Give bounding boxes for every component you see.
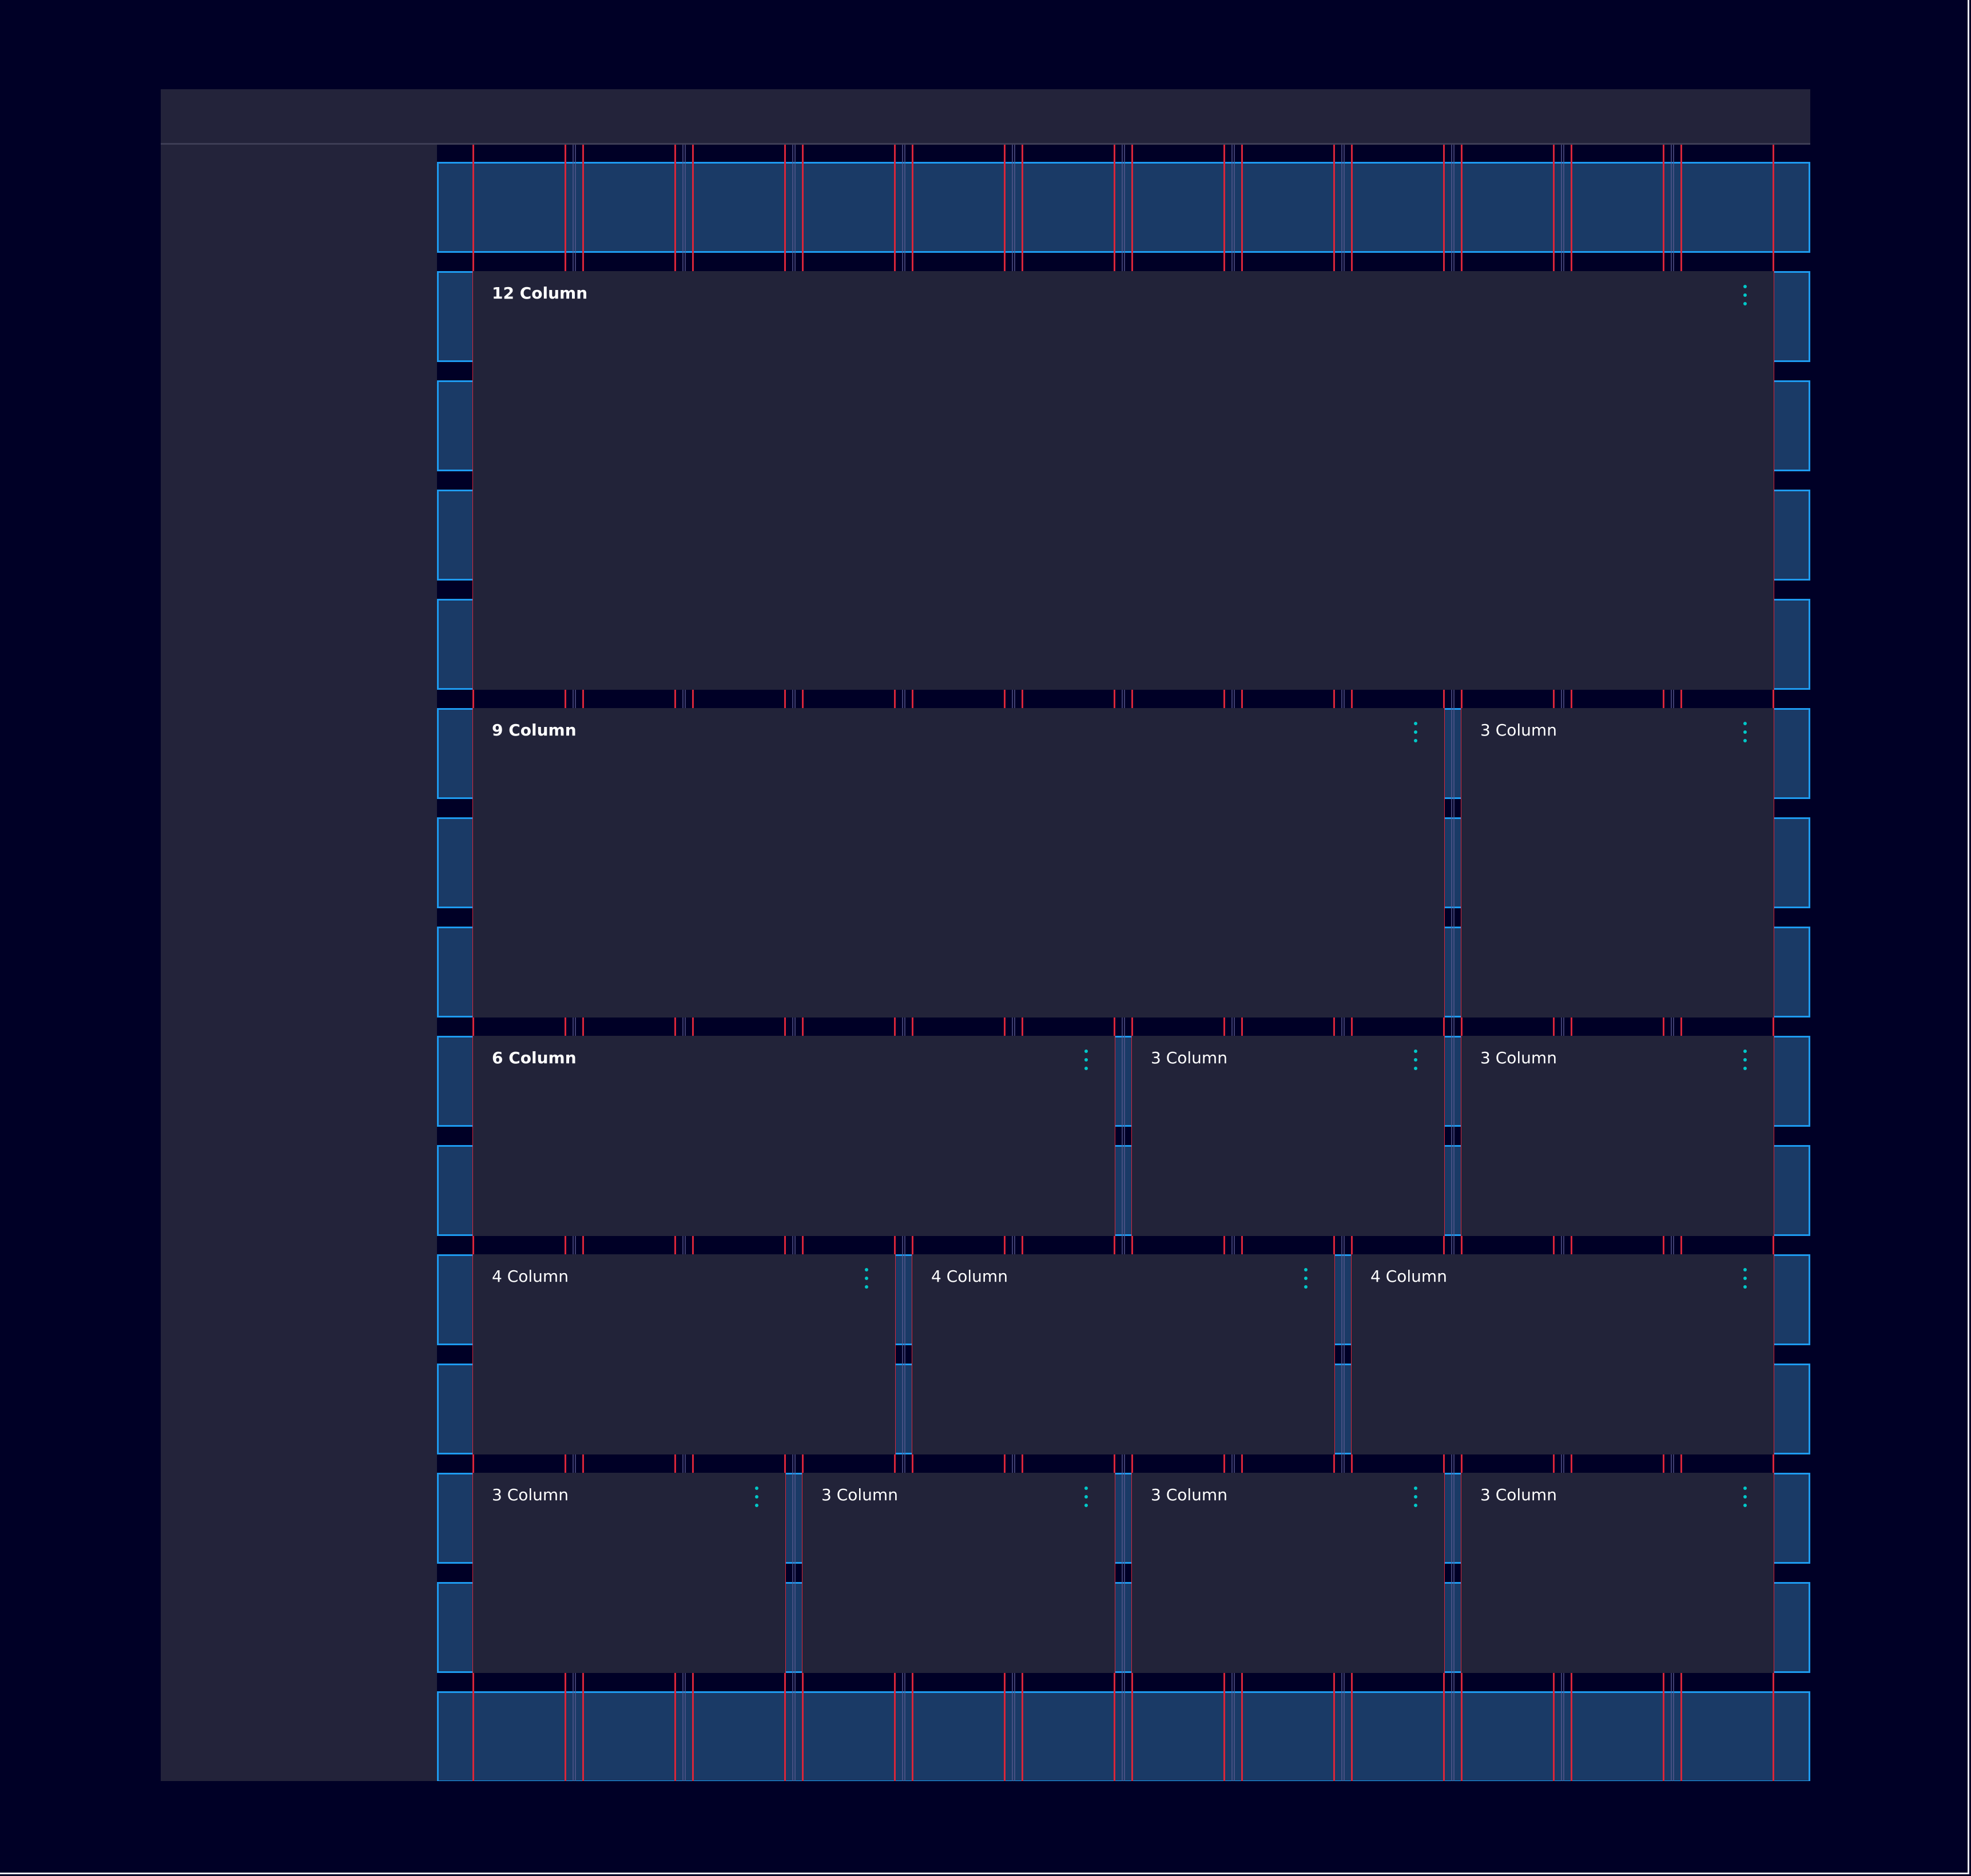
widget-card: 3 Column bbox=[1461, 708, 1774, 1018]
menu-dot bbox=[1743, 285, 1747, 288]
app-header bbox=[161, 89, 1810, 145]
widget-card: 3 Column bbox=[1132, 1036, 1444, 1236]
card-title: 3 Column bbox=[1480, 721, 1557, 740]
menu-dot bbox=[1743, 1050, 1747, 1053]
widget-card: 6 Column bbox=[473, 1036, 1115, 1236]
card-title: 3 Column bbox=[1151, 1485, 1227, 1504]
card-title: 3 Column bbox=[1151, 1048, 1227, 1067]
menu-dot bbox=[865, 1268, 868, 1271]
widget-card: 4 Column bbox=[473, 1254, 895, 1454]
kebab-menu-icon[interactable] bbox=[1742, 722, 1749, 742]
menu-dot bbox=[1414, 1487, 1417, 1490]
grid-row-band bbox=[437, 162, 1810, 253]
widget-card: 4 Column bbox=[1352, 1254, 1774, 1454]
widget-card: 9 Column bbox=[473, 708, 1444, 1018]
card-title: 4 Column bbox=[1370, 1267, 1447, 1286]
menu-dot bbox=[1414, 1050, 1417, 1053]
menu-dot bbox=[1743, 722, 1747, 725]
menu-dot bbox=[1743, 302, 1747, 305]
card-title: 3 Column bbox=[1480, 1485, 1557, 1504]
menu-dot bbox=[1414, 1504, 1417, 1507]
menu-dot bbox=[1414, 739, 1417, 742]
card-title: 3 Column bbox=[1480, 1048, 1557, 1067]
widget-card: 3 Column bbox=[473, 1473, 785, 1673]
card-title: 9 Column bbox=[492, 721, 577, 740]
menu-dot bbox=[1743, 1504, 1747, 1507]
app-frame: 12 Column 9 Column 3 Column 6 Column 3 Colum… bbox=[161, 89, 1810, 1781]
menu-dot bbox=[1084, 1058, 1088, 1062]
menu-dot bbox=[1743, 1285, 1747, 1289]
card-title: 6 Column bbox=[492, 1048, 577, 1067]
menu-dot bbox=[755, 1504, 758, 1507]
menu-dot bbox=[1414, 1495, 1417, 1499]
widget-card: 4 Column bbox=[912, 1254, 1334, 1454]
menu-dot bbox=[865, 1277, 868, 1280]
menu-dot bbox=[1304, 1268, 1308, 1271]
kebab-menu-icon[interactable] bbox=[753, 1487, 760, 1507]
menu-dot bbox=[1304, 1285, 1308, 1289]
card-title: 4 Column bbox=[492, 1267, 569, 1286]
menu-dot bbox=[1414, 722, 1417, 725]
menu-dot bbox=[755, 1495, 758, 1499]
menu-dot bbox=[755, 1487, 758, 1490]
menu-dot bbox=[865, 1285, 868, 1289]
menu-dot bbox=[1084, 1050, 1088, 1053]
gutter-guide-line bbox=[1451, 145, 1452, 1781]
sidebar bbox=[161, 145, 436, 1781]
kebab-menu-icon[interactable] bbox=[1302, 1268, 1309, 1289]
menu-dot bbox=[1084, 1495, 1088, 1499]
kebab-menu-icon[interactable] bbox=[863, 1268, 870, 1289]
menu-dot bbox=[1084, 1487, 1088, 1490]
content-grid-area: 12 Column 9 Column 3 Column 6 Column 3 Colum… bbox=[437, 145, 1810, 1781]
kebab-menu-icon[interactable] bbox=[1742, 1487, 1749, 1507]
widget-card: 3 Column bbox=[1132, 1473, 1444, 1673]
menu-dot bbox=[1743, 1495, 1747, 1499]
kebab-menu-icon[interactable] bbox=[1742, 285, 1749, 305]
kebab-menu-icon[interactable] bbox=[1412, 1050, 1419, 1070]
menu-dot bbox=[1414, 730, 1417, 734]
menu-dot bbox=[1743, 1487, 1747, 1490]
grid-row-band bbox=[437, 1691, 1810, 1781]
menu-dot bbox=[1743, 1277, 1747, 1280]
menu-dot bbox=[1414, 1067, 1417, 1070]
gutter-guide-line bbox=[1453, 145, 1455, 1781]
menu-dot bbox=[1304, 1277, 1308, 1280]
card-title: 3 Column bbox=[821, 1485, 898, 1504]
widget-card: 3 Column bbox=[1461, 1036, 1774, 1236]
card-title: 12 Column bbox=[492, 284, 588, 303]
kebab-menu-icon[interactable] bbox=[1083, 1050, 1090, 1070]
menu-dot bbox=[1743, 1268, 1747, 1271]
menu-dot bbox=[1743, 739, 1747, 742]
kebab-menu-icon[interactable] bbox=[1742, 1268, 1749, 1289]
menu-dot bbox=[1084, 1067, 1088, 1070]
kebab-menu-icon[interactable] bbox=[1412, 722, 1419, 742]
menu-dot bbox=[1743, 293, 1747, 297]
menu-dot bbox=[1743, 1067, 1747, 1070]
kebab-menu-icon[interactable] bbox=[1083, 1487, 1090, 1507]
widget-card: 3 Column bbox=[1461, 1473, 1774, 1673]
card-title: 4 Column bbox=[931, 1267, 1008, 1286]
widget-card: 3 Column bbox=[802, 1473, 1115, 1673]
widget-card: 12 Column bbox=[473, 271, 1774, 690]
kebab-menu-icon[interactable] bbox=[1742, 1050, 1749, 1070]
card-title: 3 Column bbox=[492, 1485, 569, 1504]
menu-dot bbox=[1084, 1504, 1088, 1507]
kebab-menu-icon[interactable] bbox=[1412, 1487, 1419, 1507]
menu-dot bbox=[1414, 1058, 1417, 1062]
menu-dot bbox=[1743, 1058, 1747, 1062]
menu-dot bbox=[1743, 730, 1747, 734]
